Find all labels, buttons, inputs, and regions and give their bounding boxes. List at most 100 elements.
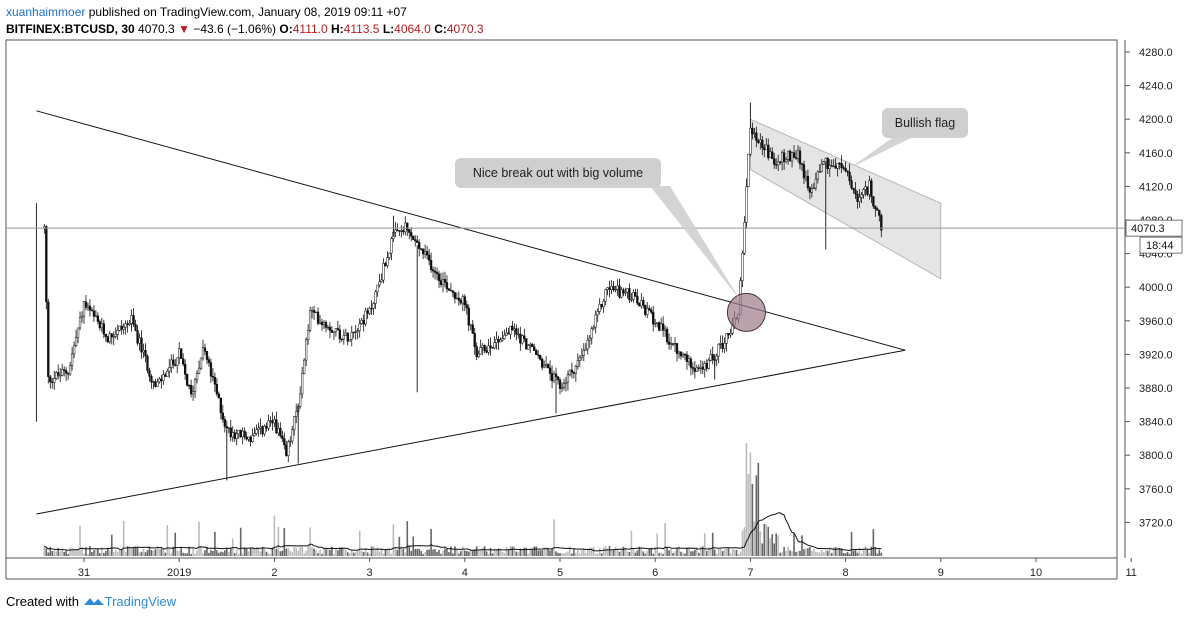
candle-body: [291, 429, 294, 442]
candle-body: [751, 127, 754, 135]
volume-bar: [188, 546, 190, 556]
candle-body: [699, 366, 702, 369]
candle-body: [356, 330, 359, 332]
volume-bar: [821, 549, 823, 556]
volume-bar: [547, 547, 549, 556]
volume-bar: [644, 553, 647, 556]
volume-bar: [477, 550, 480, 556]
volume-bar: [154, 549, 157, 556]
volume-bar: [656, 533, 658, 556]
symbol-line: BITFINEX:BTCUSD, 30 4070.3 ▼ −43.6 (−1.0…: [6, 22, 484, 36]
time-axis[interactable]: 31 2019 2 3 4 5 6 7 8 9 10 11: [78, 558, 1137, 579]
volume-bar: [662, 553, 664, 556]
candle-body: [251, 435, 254, 442]
volume-bar: [200, 546, 202, 556]
tradingview-logo-icon[interactable]: [83, 595, 105, 607]
candle-body: [489, 345, 492, 348]
volume-bar: [412, 536, 415, 556]
author-link[interactable]: xuanhaimmoer: [6, 5, 86, 19]
volume-bars: [43, 443, 883, 556]
candle-body: [497, 338, 500, 343]
candle-body: [285, 444, 288, 456]
volume-bar: [227, 551, 230, 556]
candle-body: [84, 301, 88, 308]
volume-bar: [170, 552, 173, 556]
candle-body: [763, 147, 766, 151]
candle-body: [455, 297, 459, 300]
candle-body: [854, 189, 857, 195]
candle-body: [681, 353, 685, 357]
candle-body: [624, 291, 627, 294]
candle-body: [287, 441, 290, 456]
volume-bar: [491, 553, 494, 556]
callouts[interactable]: Nice break out with big volume Bullish fl…: [455, 108, 968, 301]
volume-bar: [337, 550, 339, 556]
volume-bar: [473, 549, 476, 556]
candle-body: [168, 367, 171, 372]
volume-bar: [454, 546, 456, 556]
candle-body: [273, 419, 276, 424]
candle-body: [858, 197, 861, 202]
candle-body: [848, 171, 851, 181]
candle-body: [673, 343, 677, 345]
last-price-box: [1125, 219, 1183, 237]
volume-bar: [698, 552, 700, 556]
volume-bar: [126, 546, 129, 556]
flag-channel[interactable]: [750, 118, 942, 280]
candle-body: [94, 315, 98, 317]
candle-body: [683, 353, 687, 356]
time-tick-label: 5: [557, 567, 563, 579]
volume-bar: [737, 553, 740, 556]
volume-bar: [809, 547, 811, 556]
candle-body: [108, 333, 111, 343]
price-axis[interactable]: 4280.04240.04200.04160.04120.04080.04040…: [1125, 47, 1173, 529]
candle-body: [225, 426, 228, 429]
volume-ma-line: [44, 512, 882, 552]
candle-body: [433, 270, 437, 273]
tradingview-link[interactable]: TradingView: [104, 594, 177, 609]
volume-bar: [388, 549, 391, 556]
volume-bar: [783, 546, 785, 556]
volume-bar: [583, 548, 585, 556]
candle-body: [166, 371, 169, 377]
volume-bar: [404, 552, 407, 556]
candle-body: [231, 432, 234, 438]
volume-bar: [142, 548, 145, 556]
volume-bar: [862, 548, 865, 556]
candle-body: [114, 334, 117, 337]
volume-bar: [295, 547, 298, 556]
breakout-circle[interactable]: [726, 292, 766, 332]
volume-bar: [180, 547, 182, 556]
candle-body: [342, 335, 345, 340]
candle-body: [414, 239, 417, 242]
volume-bar: [164, 552, 167, 556]
volume-bar: [781, 552, 783, 556]
volume-bar: [753, 521, 756, 556]
candle-body: [521, 335, 524, 344]
volume-bar: [144, 552, 147, 556]
candle-body: [344, 332, 347, 336]
volume-bar: [464, 550, 466, 556]
volume-bar: [765, 524, 768, 556]
symbol-label: BITFINEX:BTCUSD, 30: [6, 22, 135, 36]
last-price: 4070.3: [138, 22, 175, 36]
candle-body: [640, 300, 643, 307]
candle-body: [364, 310, 367, 325]
volume-bar: [553, 519, 555, 556]
volume-bar: [694, 549, 696, 556]
candle-body: [773, 158, 776, 165]
volume-bar: [226, 547, 228, 556]
candle-body: [140, 337, 143, 353]
candle-body: [792, 152, 796, 158]
candle-body: [487, 345, 490, 353]
candle-body: [481, 345, 484, 348]
volume-bar: [636, 550, 639, 556]
candle-body: [350, 331, 353, 340]
volume-bar: [507, 549, 510, 556]
volume-bar: [759, 531, 762, 556]
volume-bar: [261, 546, 264, 556]
candle-body: [334, 328, 338, 333]
high-value: 4113.5: [343, 22, 380, 36]
volume-bar: [545, 547, 547, 556]
